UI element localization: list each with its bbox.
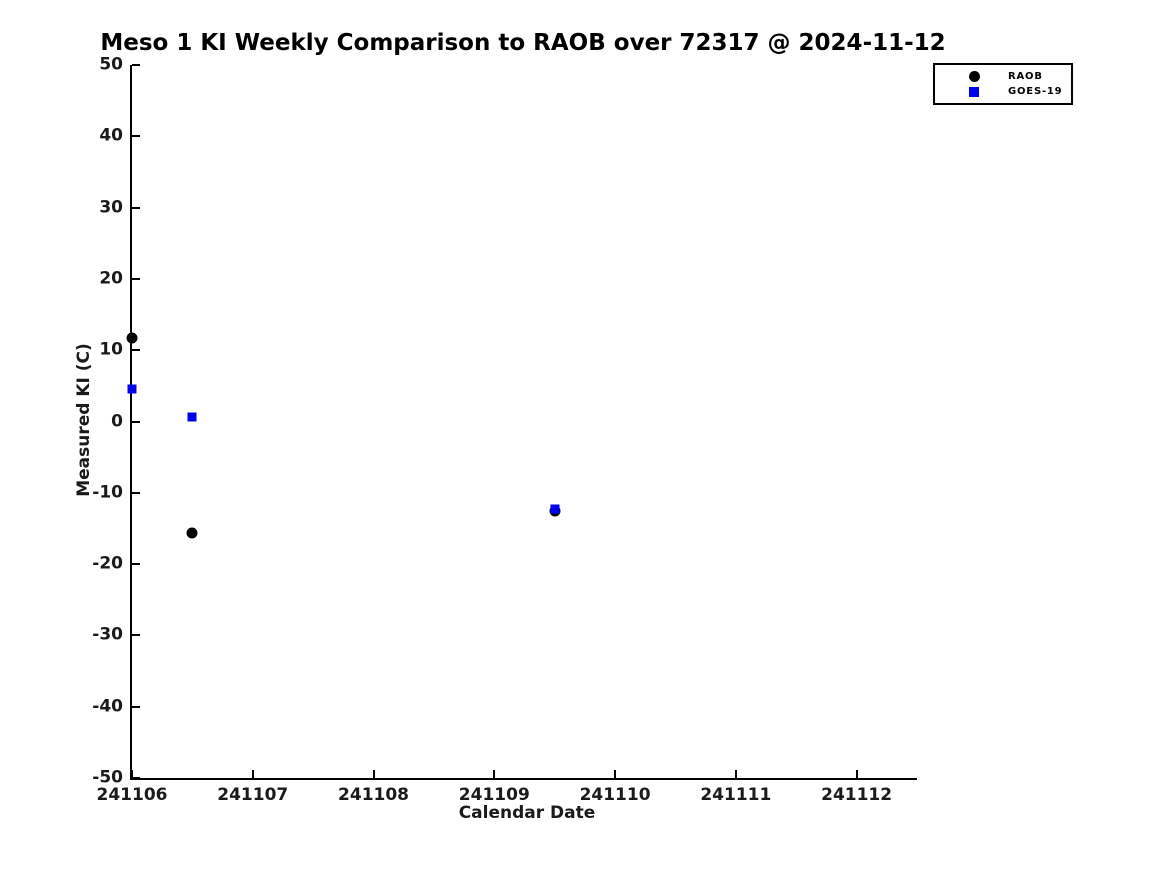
x-axis-tick-label: 241107	[217, 785, 289, 805]
x-axis-tick-label: 241109	[458, 785, 530, 805]
legend-swatch-cell	[968, 71, 980, 83]
legend: RAOB GOES-19	[933, 63, 1073, 105]
goes-19-data-point	[550, 504, 560, 514]
y-axis-tick-label: -40	[92, 696, 123, 717]
legend-item: GOES-19	[935, 84, 1071, 99]
y-axis-tick-label: -20	[92, 553, 123, 574]
y-axis-tick	[132, 705, 140, 708]
y-axis-tick-label: 0	[111, 411, 123, 431]
x-axis-tick-label: 241106	[96, 785, 168, 805]
legend-item-label: RAOB	[1008, 71, 1043, 82]
x-axis-tick-label: 241108	[338, 785, 410, 805]
x-axis-tick-label: 241110	[579, 785, 651, 805]
y-axis-tick	[132, 491, 140, 494]
x-axis-tick-label: 241112	[821, 785, 893, 805]
y-axis-tick	[132, 277, 140, 280]
y-axis-tick-label: -30	[92, 624, 123, 645]
y-axis-tick	[132, 420, 140, 423]
x-axis-tick	[372, 770, 375, 778]
goes-19-data-point	[127, 384, 137, 394]
y-axis-tick-label: 10	[99, 339, 123, 360]
y-axis-tick-label: 20	[99, 268, 123, 289]
y-axis-label: Measured KI (C)	[74, 343, 94, 497]
y-axis-tick	[132, 135, 140, 138]
goes-19-data-point	[187, 412, 197, 421]
legend-item: RAOB	[935, 69, 1071, 84]
y-axis-tick	[132, 349, 140, 352]
x-axis-tick	[855, 770, 858, 778]
y-axis-tick-label: 50	[99, 54, 123, 75]
legend-swatch-cell	[968, 86, 980, 98]
chart-title: Meso 1 KI Weekly Comparison to RAOB over…	[100, 30, 946, 56]
x-axis-tick	[734, 770, 737, 778]
y-axis-tick-label: 30	[99, 197, 123, 218]
x-axis-tick	[614, 770, 617, 778]
raob-data-point	[126, 332, 138, 344]
y-axis-tick	[132, 777, 140, 779]
raob-data-point	[186, 527, 198, 539]
y-axis-tick-label: -50	[92, 767, 123, 788]
y-axis-tick	[132, 563, 140, 566]
x-axis-label: Calendar Date	[458, 803, 596, 823]
y-axis-tick	[132, 634, 140, 637]
x-axis-tick	[493, 770, 496, 778]
goes-19-marker-icon	[969, 86, 979, 97]
x-axis-tick-label: 241111	[700, 785, 772, 805]
y-axis-tick-label: -10	[92, 482, 123, 503]
y-axis-tick	[132, 64, 140, 66]
plot-area: 50 40 30 20 10 0 -10 -20 -30 -40 -50 241106 241107 24…	[92, 56, 917, 804]
x-axis-tick	[251, 770, 254, 778]
legend-item-label: GOES-19	[1008, 86, 1063, 97]
x-axis-tick	[131, 770, 133, 778]
raob-marker-icon	[968, 71, 980, 82]
y-axis-tick	[132, 206, 140, 209]
y-axis-tick-label: 40	[99, 125, 123, 146]
